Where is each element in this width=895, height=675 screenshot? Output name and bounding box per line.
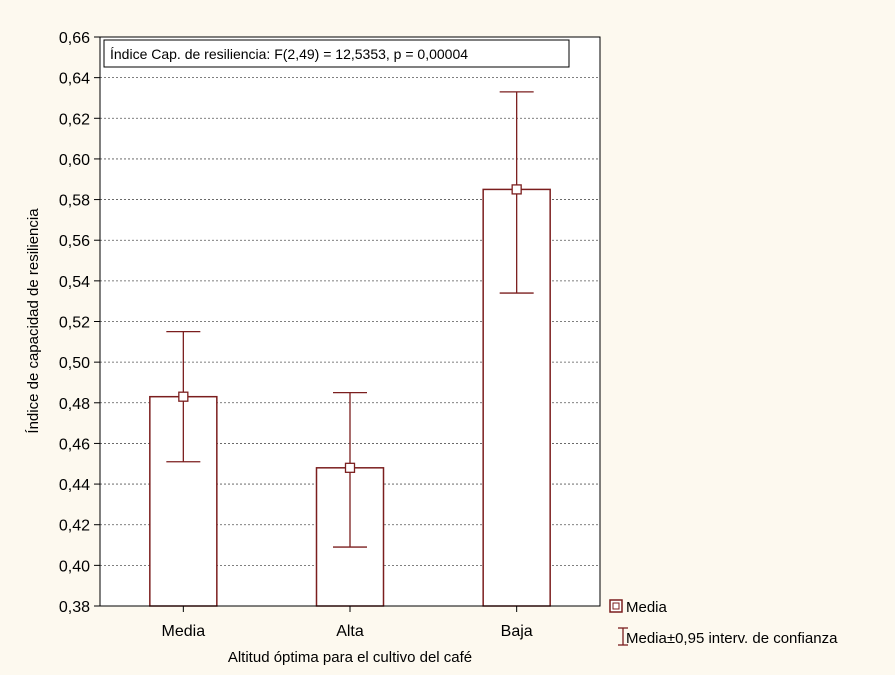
mean-point bbox=[344, 462, 356, 473]
y-tick-label: 0,46 bbox=[59, 436, 90, 453]
legend-errorbar-icon bbox=[618, 627, 628, 646]
y-tick-label: 0,52 bbox=[59, 315, 90, 332]
y-tick-label: 0,66 bbox=[59, 30, 90, 47]
y-tick-label: 0,50 bbox=[59, 355, 90, 372]
x-axis-ticks: Media Alta Baja bbox=[162, 606, 533, 640]
x-axis-title: Altitud óptima para el cultivo del café bbox=[228, 649, 472, 666]
y-tick-label: 0,38 bbox=[59, 599, 90, 616]
y-tick-label: 0,40 bbox=[59, 558, 90, 575]
x-tick-label: Alta bbox=[336, 623, 364, 640]
y-tick-label: 0,44 bbox=[59, 477, 90, 494]
x-tick-label: Baja bbox=[501, 623, 533, 640]
y-tick-label: 0,60 bbox=[59, 152, 90, 169]
y-tick-label: 0,54 bbox=[59, 274, 90, 291]
y-tick-label: 0,56 bbox=[59, 233, 90, 250]
annotation-text: Índice Cap. de resiliencia: F(2,49) = 12… bbox=[110, 46, 468, 62]
y-axis-ticks: 0,38 0,40 0,42 0,44 0,46 0,48 0,50 0,52 0,54 0,56… bbox=[59, 30, 100, 616]
legend-mean-marker-inner bbox=[612, 602, 620, 610]
legend-item-ci: Media±0,95 interv. de confianza bbox=[626, 630, 838, 647]
y-tick-label: 0,62 bbox=[59, 111, 90, 128]
mean-point bbox=[178, 391, 189, 402]
legend-item-mean: Media bbox=[626, 599, 668, 616]
annotation-box bbox=[103, 39, 570, 68]
y-tick-label: 0,48 bbox=[59, 396, 90, 413]
y-axis-title: Índice de capacidad de resiliencia bbox=[25, 208, 42, 434]
y-tick-label: 0,58 bbox=[59, 193, 90, 210]
error-bars bbox=[166, 91, 534, 548]
y-tick-label: 0,42 bbox=[59, 518, 90, 535]
legend-mean-marker-icon bbox=[609, 599, 623, 613]
x-tick-label: Media bbox=[162, 623, 206, 640]
legend: Media Media±0,95 interv. de confianza bbox=[609, 599, 838, 647]
y-tick-label: 0,64 bbox=[59, 71, 90, 88]
mean-point bbox=[511, 184, 522, 195]
